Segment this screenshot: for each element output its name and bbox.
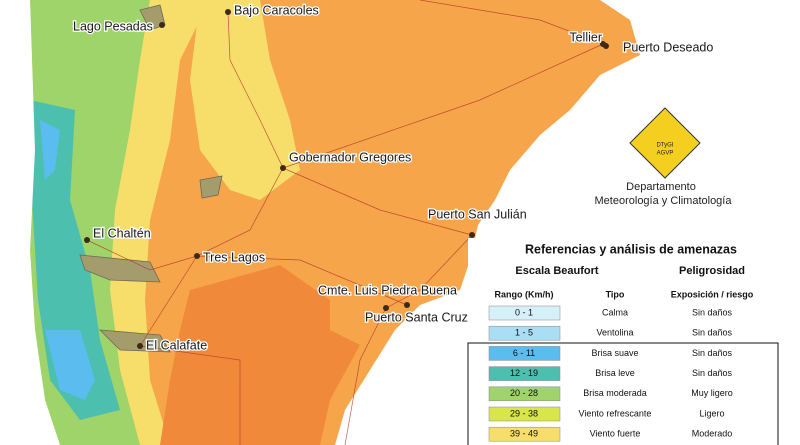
place-dot <box>469 232 475 238</box>
legend-type: Brisa moderada <box>583 388 647 398</box>
legend-range: 6 - 11 <box>513 348 535 358</box>
place-label: Tres Lagos <box>203 250 265 264</box>
legend-type: Calma <box>602 307 628 317</box>
legend-column: Tipo <box>606 289 625 299</box>
legend-box <box>467 342 779 445</box>
legend-risk: Muy ligero <box>691 388 733 398</box>
department-name: Departamento <box>626 181 696 193</box>
place-label: Gobernador Gregores <box>289 150 411 164</box>
legend-swatch <box>488 366 561 381</box>
legend-swatch <box>488 325 561 341</box>
zone-blue <box>40 120 95 400</box>
legend-risk: Sin daños <box>692 328 733 338</box>
place-dot <box>194 253 200 259</box>
legend-swatch <box>488 386 561 402</box>
logo-text: DTyGI <box>656 143 673 149</box>
legend-swatch <box>488 426 561 442</box>
legend-type: Brisa suave <box>591 348 638 358</box>
legend-type: Brisa leve <box>595 368 635 378</box>
legend-risk: Sin daños <box>692 348 733 358</box>
legend-risk: Moderado <box>692 429 733 439</box>
place-dot <box>84 237 90 243</box>
legend-range: 29 - 38 <box>510 408 538 418</box>
legend-range: 39 - 49 <box>510 429 538 439</box>
legend-heading: Peligrosidad <box>679 265 745 277</box>
place-label: Cmte. Luis Piedra Buena <box>318 283 457 297</box>
places: Lago Pesadas Bajo Caracoles Tellier Puerto … <box>72 2 715 354</box>
legend-range: 0 - 1 <box>515 307 533 317</box>
legend-swatch <box>488 406 561 422</box>
legend-column: Rango (Km/h) <box>495 289 554 299</box>
place-dot <box>225 9 231 15</box>
legend-range: 1 - 5 <box>515 328 533 338</box>
zone-dark-orange <box>160 265 360 445</box>
place-dot <box>404 302 410 308</box>
department-name: Meteorología y Climatología <box>595 195 733 207</box>
place-dot <box>383 305 389 311</box>
legend-risk: Sin daños <box>692 307 733 317</box>
place-label: El Calafate <box>146 338 207 352</box>
logo <box>629 107 701 179</box>
legend-type: Ventolina <box>596 328 633 338</box>
outside <box>0 0 60 445</box>
place-dot <box>603 43 609 49</box>
legend-range: 20 - 28 <box>510 388 538 398</box>
legend-heading: Escala Beaufort <box>515 265 598 277</box>
place-label: Puerto Santa Cruz <box>365 310 468 324</box>
place-label: El Chaltén <box>93 226 151 240</box>
place-label: Tellier <box>569 30 602 44</box>
place-label: Puerto San Julián <box>428 207 527 221</box>
place-label: Puerto Deseado <box>623 40 713 54</box>
lakes <box>79 4 223 353</box>
legend-risk: Ligero <box>699 408 724 418</box>
place-label: Lago Pesadas <box>73 19 153 33</box>
legend-column: Exposición / riesgo <box>671 289 754 299</box>
place-dot <box>159 22 165 28</box>
place-dot <box>137 343 143 349</box>
legend-swatch <box>488 305 561 321</box>
legend-rows: 0 - 1 Calma Sin daños 1 - 5 Ventolina Sin dañ… <box>488 305 733 442</box>
place-label: Bajo Caracoles <box>234 3 319 17</box>
logo-text: AGVP <box>657 151 674 157</box>
legend-type: Viento refrescante <box>579 408 652 418</box>
zone-yellow <box>190 0 300 200</box>
place-dot <box>280 165 286 171</box>
legend-type: Viento fuerte <box>590 429 641 439</box>
legend-range: 12 - 19 <box>510 368 538 378</box>
legend-swatch <box>488 346 561 361</box>
legend-risk: Sin daños <box>692 368 733 378</box>
legend-title: Referencias y análisis de amenazas <box>525 242 737 256</box>
